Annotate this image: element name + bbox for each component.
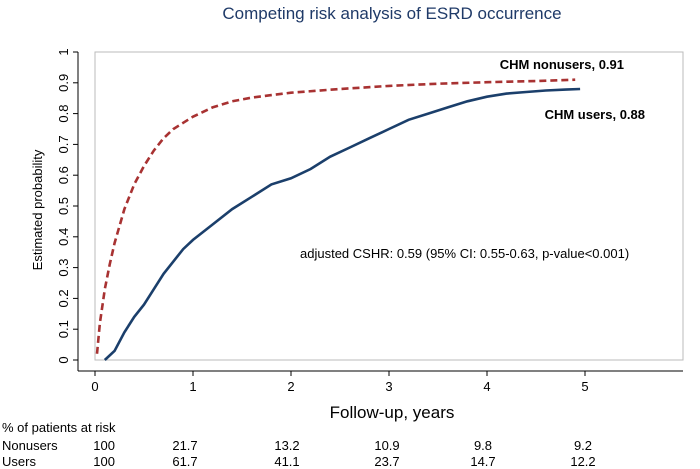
y-tick-label: 0.9 — [56, 74, 71, 92]
y-tick-label: 0.1 — [56, 320, 71, 338]
risk-cell: 12.2 — [570, 454, 595, 469]
y-tick-label: 0.3 — [56, 259, 71, 277]
risk-cell: 21.7 — [172, 438, 197, 453]
risk-cell: 9.8 — [474, 438, 492, 453]
x-tick-label: 3 — [385, 379, 392, 394]
risk-table: Nonusers 100 21.7 13.2 10.9 9.8 9.2 Users 100 61.… — [2, 438, 596, 469]
x-tick-label: 5 — [581, 379, 588, 394]
y-tick-label: 0.8 — [56, 105, 71, 123]
x-tick-label: 0 — [91, 379, 98, 394]
x-tick-label: 1 — [189, 379, 196, 394]
risk-row-label: Users — [2, 454, 36, 469]
risk-cell: 100 — [93, 454, 115, 469]
y-tick-label: 0.6 — [56, 166, 71, 184]
y-tick-label: 0.2 — [56, 289, 71, 307]
series-label-nonusers: CHM nonusers, 0.91 — [500, 57, 624, 72]
y-tick-label: 0.5 — [56, 197, 71, 215]
series-line-nonusers — [95, 78, 576, 354]
risk-cell: 61.7 — [172, 454, 197, 469]
risk-cell: 14.7 — [470, 454, 495, 469]
y-tick-label: 0.7 — [56, 135, 71, 153]
risk-cell: 13.2 — [274, 438, 299, 453]
risk-cell: 9.2 — [574, 438, 592, 453]
risk-table-title: % of patients at risk — [2, 420, 116, 435]
x-tick-label: 2 — [287, 379, 294, 394]
x-tick-label: 4 — [483, 379, 490, 394]
risk-cell: 23.7 — [374, 454, 399, 469]
y-tick-label: 1 — [56, 48, 71, 55]
y-axis-ticks: 0 0.1 0.2 0.3 0.4 0.5 0.6 0.7 0.8 0.9 1 — [56, 48, 78, 364]
y-tick-label: 0 — [56, 356, 71, 363]
chart-title: Competing risk analysis of ESRD occurren… — [222, 4, 561, 23]
plot-frame — [94, 51, 684, 361]
y-tick-label: 0.4 — [56, 228, 71, 246]
risk-cell: 10.9 — [374, 438, 399, 453]
x-axis-title: Follow-up, years — [330, 403, 455, 422]
risk-cell: 100 — [93, 438, 115, 453]
risk-cell: 41.1 — [274, 454, 299, 469]
series-lines — [95, 78, 581, 361]
y-axis-title: Estimated probability — [30, 149, 45, 270]
series-label-users: CHM users, 0.88 — [545, 107, 645, 122]
cshr-annotation: adjusted CSHR: 0.59 (95% CI: 0.55-0.63, … — [300, 246, 629, 261]
risk-row-label: Nonusers — [2, 438, 58, 453]
x-axis-ticks: 0 1 2 3 4 5 — [91, 371, 589, 394]
series-line-users — [103, 87, 581, 361]
